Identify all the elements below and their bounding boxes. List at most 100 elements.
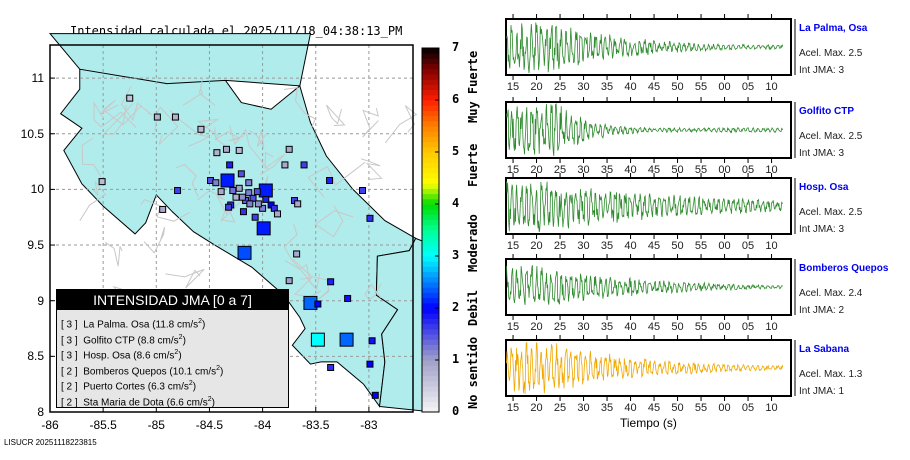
station-marker[interactable] xyxy=(285,145,293,153)
road-line xyxy=(314,205,354,238)
colorbar-segment xyxy=(422,406,439,413)
station-marker[interactable] xyxy=(366,214,374,222)
colorbar-segment xyxy=(422,94,439,101)
time-tick-label: 45 xyxy=(647,164,661,176)
legend-level: [ 3 ] xyxy=(61,350,78,362)
colorbar-segment xyxy=(422,349,439,356)
station-name: Bomberos Quepos xyxy=(799,263,889,274)
station-marker[interactable] xyxy=(237,170,245,178)
time-tick-label: 35 xyxy=(600,321,614,333)
station-marker[interactable] xyxy=(314,300,322,308)
station-marker[interactable] xyxy=(235,184,243,192)
station-marker-large[interactable] xyxy=(220,173,235,188)
waveform-trace xyxy=(506,341,784,395)
time-tick-label: 30 xyxy=(577,164,590,176)
station-int-jma: Int JMA: 3 xyxy=(799,65,845,76)
colorbar-segment xyxy=(422,292,439,299)
station-marker[interactable] xyxy=(212,179,220,187)
time-tick-label: 15 xyxy=(506,81,520,93)
station-marker[interactable] xyxy=(232,193,240,201)
station-marker[interactable] xyxy=(222,145,230,153)
time-tick-label: 25 xyxy=(553,402,567,414)
station-marker[interactable] xyxy=(246,200,254,208)
road-line xyxy=(165,268,205,289)
station-marker-large[interactable] xyxy=(258,183,273,198)
station-marker[interactable] xyxy=(98,178,106,186)
station-marker[interactable] xyxy=(366,360,374,368)
station-marker[interactable] xyxy=(251,213,259,221)
time-tick-label: 50 xyxy=(671,321,684,333)
colorbar-segment xyxy=(422,115,439,122)
station-marker[interactable] xyxy=(235,146,243,154)
station-marker[interactable] xyxy=(217,188,225,196)
legend-item: [ 2 ] Puerto Cortes (6.3 cm/s2) xyxy=(61,376,288,392)
station-marker[interactable] xyxy=(344,294,352,302)
colorbar-category-label: Muy Fuerte xyxy=(466,50,480,123)
legend-sup: 2 xyxy=(178,333,183,341)
station-int-jma: Int JMA: 1 xyxy=(799,386,845,397)
station-marker[interactable] xyxy=(259,204,267,212)
colorbar-segment xyxy=(422,401,439,408)
station-marker[interactable] xyxy=(327,278,335,286)
time-tick-label: 55 xyxy=(694,164,708,176)
station-marker[interactable] xyxy=(126,94,134,102)
time-tick-label: 10 xyxy=(765,321,778,333)
station-marker-large[interactable] xyxy=(339,332,354,347)
station-marker[interactable] xyxy=(171,113,179,121)
station-marker[interactable] xyxy=(197,125,205,133)
station-marker[interactable] xyxy=(253,188,261,196)
station-marker[interactable] xyxy=(371,391,379,399)
station-marker[interactable] xyxy=(294,200,302,208)
legend-title: INTENSIDAD JMA [0 a 7] xyxy=(57,290,288,310)
station-marker[interactable] xyxy=(327,363,335,371)
station-marker[interactable] xyxy=(226,161,234,169)
legend-level: [ 3 ] xyxy=(61,334,78,346)
colorbar-tick-label: 7 xyxy=(452,40,460,54)
colorbar-segment xyxy=(422,58,439,65)
y-tick-label: 10.5 xyxy=(20,126,44,141)
station-marker[interactable] xyxy=(281,161,289,169)
time-tick-label: 20 xyxy=(530,321,543,333)
road-line xyxy=(79,181,107,221)
colorbar-segment xyxy=(422,386,439,392)
station-marker[interactable] xyxy=(225,203,233,211)
station-marker[interactable] xyxy=(285,277,293,285)
station-marker[interactable] xyxy=(213,149,221,157)
legend-level: [ 3 ] xyxy=(61,319,78,331)
y-tick-label: 9.5 xyxy=(27,238,44,253)
station-marker-large[interactable] xyxy=(256,221,271,236)
time-tick-label: 10 xyxy=(765,402,778,414)
station-marker[interactable] xyxy=(238,193,246,201)
station-marker[interactable] xyxy=(326,176,334,184)
station-marker-large[interactable] xyxy=(237,245,252,260)
station-marker-large[interactable] xyxy=(310,332,325,347)
road-line xyxy=(99,99,142,126)
time-tick-label: 45 xyxy=(647,402,661,414)
station-marker[interactable] xyxy=(159,205,167,213)
road-line xyxy=(215,131,245,152)
station-marker[interactable] xyxy=(254,200,262,208)
colorbar-segment xyxy=(422,53,439,59)
station-marker[interactable] xyxy=(239,208,247,216)
station-marker[interactable] xyxy=(368,337,376,345)
station-marker[interactable] xyxy=(273,210,281,218)
colorbar-segment xyxy=(422,193,439,200)
x-tick-label: -85.5 xyxy=(89,418,117,432)
colorbar-segment xyxy=(422,235,439,241)
time-tick-label: 30 xyxy=(577,321,590,333)
station-marker[interactable] xyxy=(245,189,253,197)
colorbar-segment xyxy=(422,365,439,371)
time-tick-label: 25 xyxy=(553,321,567,333)
station-marker[interactable] xyxy=(262,195,270,203)
waveform-trace xyxy=(506,265,783,305)
station-marker[interactable] xyxy=(174,187,182,195)
station-marker[interactable] xyxy=(153,113,161,121)
station-marker[interactable] xyxy=(229,187,237,195)
station-marker[interactable] xyxy=(359,187,367,195)
time-tick-label: 00 xyxy=(718,402,731,414)
station-marker[interactable] xyxy=(293,250,301,258)
station-marker[interactable] xyxy=(245,179,253,187)
legend-close: ) xyxy=(211,396,216,408)
station-marker[interactable] xyxy=(300,161,308,169)
road-line xyxy=(283,223,315,288)
